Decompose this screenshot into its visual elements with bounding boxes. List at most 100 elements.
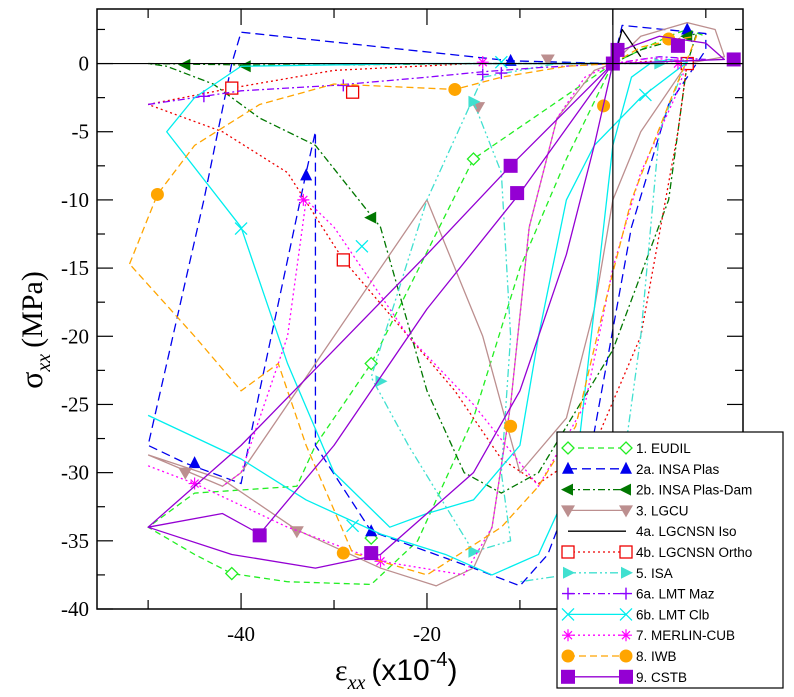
- legend-label: 6b. LMT Clb: [636, 607, 709, 622]
- legend-item-merlin-cub: 7. MERLIN-CUB: [562, 628, 735, 643]
- y-tick-label: 0: [79, 52, 90, 76]
- marker-cstb: [252, 528, 267, 543]
- series-line-cstb: [147, 35, 726, 569]
- legend-label: 8. IWB: [636, 649, 677, 664]
- marker-lgcnsn-ortho: [225, 81, 239, 95]
- marker-insa-plas: [188, 456, 201, 469]
- marker-insa-plas-dam: [364, 211, 377, 224]
- legend-label: 5. ISA: [636, 566, 673, 581]
- legend-label: 6a. LMT Maz: [636, 587, 715, 602]
- legend: 1. EUDIL 2a. INSA Plas 2b. INSA Plas-Dam 3.…: [556, 431, 784, 689]
- series-line-isa: [370, 58, 688, 583]
- marker-lmt-maz: [495, 67, 508, 80]
- legend-marker: [619, 669, 633, 684]
- legend-item-lmt-maz: 6a. LMT Maz: [562, 587, 715, 602]
- legend-marker: [619, 505, 633, 518]
- legend-label: 2a. INSA Plas: [636, 462, 720, 477]
- legend-label: 9. CSTB: [636, 670, 687, 685]
- legend-marker: [561, 669, 575, 684]
- legend-marker: [562, 629, 574, 642]
- legend-item-isa: 5. ISA: [563, 566, 673, 581]
- marker-lmt-clb: [494, 55, 508, 69]
- marker-iwb: [336, 546, 350, 560]
- series-line-lmt-clb: [147, 58, 688, 576]
- legend-label: 2b. INSA Plas-Dam: [636, 483, 752, 498]
- legend-box: [556, 431, 784, 689]
- x-axis-title: εxx (x10-4): [335, 649, 458, 694]
- legend-item-lgcnsn-iso: 4a. LGCNSN Iso: [568, 524, 737, 539]
- legend-label: 7. MERLIN-CUB: [636, 628, 735, 643]
- series-line-lgcnsn-ortho: [147, 60, 688, 485]
- marker-lmt-clb: [346, 519, 360, 533]
- y-tick-label: -35: [61, 529, 89, 553]
- marker-lgcu: [289, 526, 304, 539]
- y-axis-title: σxx(MPa): [13, 271, 55, 389]
- legend-marker: [619, 483, 631, 496]
- series-line-iwb: [128, 35, 698, 576]
- series-line-insa-plas: [147, 24, 707, 587]
- legend-marker: [620, 629, 632, 642]
- marker-isa: [468, 545, 481, 558]
- axis-tick-labels: -40 -20 0 -5 -10 -15 -20 -25 -30 -35 -40: [61, 52, 441, 646]
- series-iwb: [128, 32, 698, 576]
- legend-label: 1. EUDIL: [636, 441, 691, 456]
- marker-eudil: [466, 152, 481, 166]
- legend-marker: [562, 461, 574, 474]
- marker-lmt-clb: [638, 88, 652, 102]
- series-lmt-clb: [147, 55, 688, 576]
- marker-iwb: [448, 82, 462, 96]
- series-cstb: [147, 35, 741, 569]
- marker-isa: [375, 375, 388, 388]
- legend-marker: [561, 649, 575, 663]
- y-tick-label: -10: [61, 188, 89, 212]
- marker-cstb: [610, 42, 625, 57]
- marker-merlin-cub: [297, 193, 310, 206]
- legend-marker: [561, 607, 575, 621]
- legend-marker: [620, 587, 632, 600]
- marker-isa: [468, 95, 481, 108]
- legend-marker: [619, 441, 633, 455]
- series-insa-plas: [147, 22, 707, 587]
- series-line-lgcu: [147, 21, 726, 587]
- legend-marker: [561, 545, 575, 559]
- axis-ticks: [97, 9, 743, 610]
- marker-insa-plas-dam: [178, 58, 191, 71]
- marker-cstb: [364, 546, 379, 561]
- marker-lmt-maz: [476, 68, 489, 81]
- legend-item-lgcu: 3. LGCU: [561, 503, 689, 518]
- series-line-insa-plas-dam: [148, 32, 698, 494]
- marker-cstb: [670, 38, 685, 53]
- marker-eudil: [224, 566, 239, 581]
- legend-label: 4a. LGCNSN Iso: [636, 524, 737, 539]
- marker-cstb: [726, 52, 741, 67]
- legend-marker: [561, 483, 573, 496]
- x-tick-label: -40: [227, 622, 255, 646]
- legend-marker: [621, 566, 633, 579]
- legend-marker: [561, 505, 575, 518]
- marker-insa-plas: [504, 53, 517, 66]
- legend-marker: [619, 607, 633, 621]
- x-tick-label: -20: [413, 622, 441, 646]
- y-tick-label: -25: [61, 392, 89, 416]
- marker-lmt-maz: [197, 90, 210, 103]
- legend-label: 3. LGCU: [636, 503, 689, 518]
- marker-lgcu: [540, 54, 555, 67]
- legend-marker: [619, 545, 633, 559]
- legend-marker: [562, 587, 574, 600]
- series-lgcu: [147, 21, 726, 587]
- y-tick-label: -5: [72, 120, 90, 144]
- legend-item-insa-plas-dam: 2b. INSA Plas-Dam: [561, 483, 752, 498]
- marker-merlin-cub: [476, 56, 489, 69]
- marker-lmt-maz: [337, 79, 350, 92]
- marker-lgcnsn-ortho: [336, 253, 350, 267]
- y-tick-label: -20: [61, 324, 89, 348]
- marker-lmt-clb: [234, 222, 248, 236]
- y-tick-label: -40: [61, 597, 89, 621]
- marker-lmt-clb: [355, 239, 369, 253]
- marker-insa-plas: [300, 168, 313, 181]
- y-tick-label: -30: [61, 461, 89, 485]
- marker-cstb: [503, 158, 518, 173]
- legend-label: 4b. LGCNSN Ortho: [636, 545, 752, 560]
- legend-item-iwb: 8. IWB: [561, 649, 677, 664]
